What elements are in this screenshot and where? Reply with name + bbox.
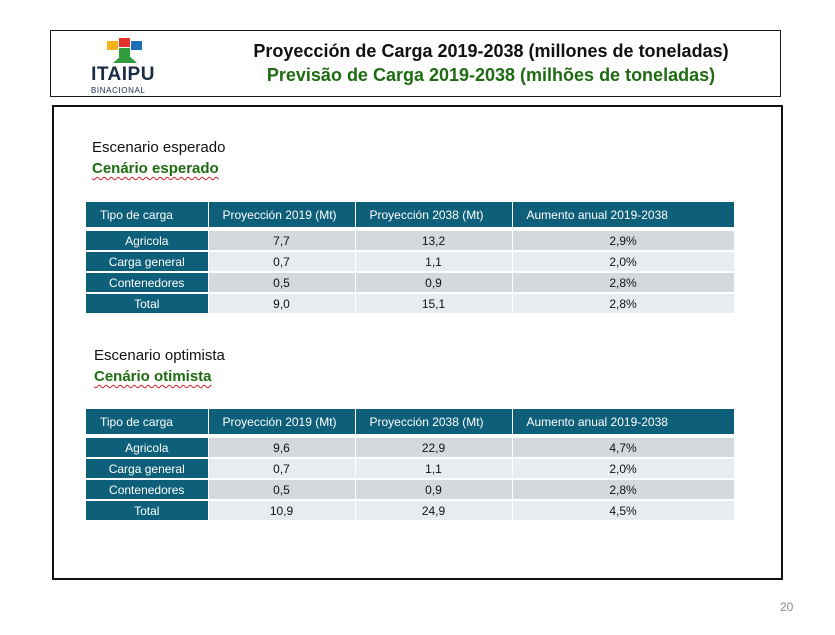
table-row: Carga general 0,7 1,1 2,0%: [86, 251, 735, 273]
title-portuguese: Previsão de Carga 2019-2038 (milhões de …: [266, 65, 716, 85]
cell-type: Total: [86, 293, 209, 315]
table-header-row: Tipo de carga Proyección 2019 (Mt) Proye…: [86, 202, 735, 227]
table-row: Contenedores 0,5 0,9 2,8%: [86, 479, 735, 501]
col-header-growth: Aumento anual 2019-2038: [512, 202, 735, 227]
cell-type: Carga general: [86, 458, 209, 480]
scenario-expected-title-pt: Cenário esperado: [92, 160, 219, 177]
cell-2038: 0,9: [355, 272, 513, 294]
content-box: Escenario esperado Cenário esperado Tipo…: [52, 105, 783, 580]
cell-type: Agricola: [86, 438, 209, 459]
table-optimistic: Tipo de carga Proyección 2019 (Mt) Proye…: [86, 409, 735, 522]
cell-growth: 2,0%: [512, 251, 735, 273]
col-header-2019: Proyección 2019 (Mt): [208, 202, 356, 227]
cell-growth: 2,0%: [512, 458, 735, 480]
table-header-row: Tipo de carga Proyección 2019 (Mt) Proye…: [86, 409, 735, 434]
cell-2038: 0,9: [355, 479, 513, 501]
col-header-2038: Proyección 2038 (Mt): [355, 202, 513, 227]
cell-growth: 2,8%: [512, 293, 735, 315]
table-row-total: Total 9,0 15,1 2,8%: [86, 293, 735, 315]
cell-2019: 9,0: [208, 293, 356, 315]
logo-subtitle: BINACIONAL: [91, 86, 146, 95]
col-header-type: Tipo de carga: [86, 409, 209, 434]
title-spanish: Proyección de Carga 2019-2038 (millones …: [253, 41, 729, 61]
cell-2019: 7,7: [208, 231, 356, 252]
itaipu-logo: ITAIPU BINACIONAL: [83, 38, 163, 95]
col-header-2019: Proyección 2019 (Mt): [208, 409, 356, 434]
cell-2019: 9,6: [208, 438, 356, 459]
cell-2038: 15,1: [355, 293, 513, 315]
cell-type: Carga general: [86, 251, 209, 273]
cell-2019: 0,7: [208, 251, 356, 273]
cell-2019: 0,7: [208, 458, 356, 480]
scenario-expected-title-es: Escenario esperado: [92, 139, 226, 156]
header-box: ITAIPU BINACIONAL Proyección de Carga 20…: [50, 30, 781, 97]
cell-2019: 0,5: [208, 272, 356, 294]
table-expected: Tipo de carga Proyección 2019 (Mt) Proye…: [86, 202, 735, 315]
cell-growth: 2,9%: [512, 231, 735, 252]
table-row-total: Total 10,9 24,9 4,5%: [86, 500, 735, 522]
cell-2038: 24,9: [355, 500, 513, 522]
cell-type: Agricola: [86, 231, 209, 252]
cell-2019: 0,5: [208, 479, 356, 501]
table-row: Carga general 0,7 1,1 2,0%: [86, 458, 735, 480]
cell-growth: 4,5%: [512, 500, 735, 522]
table-row: Agricola 9,6 22,9 4,7%: [86, 438, 735, 459]
col-header-2038: Proyección 2038 (Mt): [355, 409, 513, 434]
logo-squares-icon: [107, 38, 142, 63]
cell-growth: 2,8%: [512, 479, 735, 501]
cell-type: Contenedores: [86, 479, 209, 501]
cell-2038: 13,2: [355, 231, 513, 252]
table-row: Agricola 7,7 13,2 2,9%: [86, 231, 735, 252]
col-header-growth: Aumento anual 2019-2038: [512, 409, 735, 434]
cell-type: Contenedores: [86, 272, 209, 294]
cell-growth: 4,7%: [512, 438, 735, 459]
cell-growth: 2,8%: [512, 272, 735, 294]
cell-2019: 10,9: [208, 500, 356, 522]
page-number: 20: [780, 600, 794, 614]
cell-2038: 1,1: [355, 458, 513, 480]
cell-2038: 22,9: [355, 438, 513, 459]
logo-word: ITAIPU: [91, 64, 155, 85]
table-row: Contenedores 0,5 0,9 2,8%: [86, 272, 735, 294]
cell-2038: 1,1: [355, 251, 513, 273]
cell-type: Total: [86, 500, 209, 522]
col-header-type: Tipo de carga: [86, 202, 209, 227]
scenario-optimistic-title-pt: Cenário otimista: [94, 368, 212, 385]
scenario-optimistic-title-es: Escenario optimista: [94, 347, 225, 364]
